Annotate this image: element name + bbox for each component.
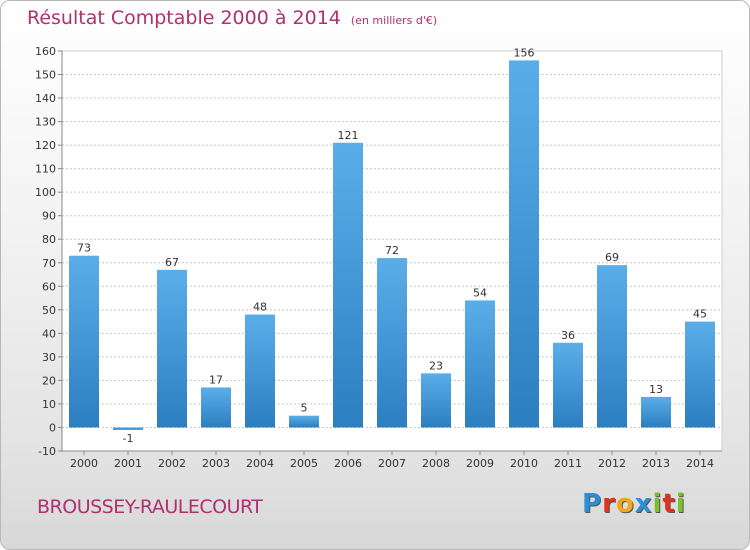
data-label-2001: -1 <box>123 432 134 445</box>
bar-2003 <box>201 387 231 428</box>
bar-2011 <box>553 342 583 428</box>
logo-letter: i <box>675 489 686 519</box>
x-tick-label: 2013 <box>642 457 670 470</box>
y-tick-label: 120 <box>35 139 56 152</box>
bar-2012 <box>597 265 627 428</box>
x-tick-label: 2000 <box>70 457 98 470</box>
x-tick-label: 2003 <box>202 457 230 470</box>
y-tick-label: 20 <box>42 374 56 387</box>
x-tick-label: 2005 <box>290 457 318 470</box>
x-tick-label: 2007 <box>378 457 406 470</box>
logo-letter: o <box>615 489 635 519</box>
data-label-2014: 45 <box>693 308 707 321</box>
x-tick-label: 2004 <box>246 457 274 470</box>
x-tick-label: 2008 <box>422 457 450 470</box>
bar-2001 <box>113 427 143 430</box>
y-tick-label: 80 <box>42 233 56 246</box>
y-tick-label: 40 <box>42 327 56 340</box>
chart-title-text: Résultat Comptable 2000 à 2014 <box>27 7 341 29</box>
y-tick-label: 100 <box>35 186 56 199</box>
data-label-2002: 67 <box>165 256 179 269</box>
logo-letter: t <box>662 489 676 519</box>
data-label-2003: 17 <box>209 373 223 386</box>
x-axis: 2000 2001 2002 2003 2004 2005 2006 2007 2008 2009… <box>62 450 722 470</box>
bar-2014 <box>685 321 715 428</box>
data-label-2010: 156 <box>514 46 535 59</box>
y-tick-label: 160 <box>35 45 56 58</box>
bar-2000 <box>69 255 99 428</box>
proxiti-logo[interactable]: Proxiti <box>582 489 686 519</box>
y-tick-label: 130 <box>35 116 56 129</box>
y-tick-label: 50 <box>42 304 56 317</box>
x-tick-label: 2006 <box>334 457 362 470</box>
y-tick-label: 30 <box>42 351 56 364</box>
bar-2013 <box>641 396 671 428</box>
x-tick-label: 2002 <box>158 457 186 470</box>
bar-2006 <box>333 142 363 428</box>
commune-name: BROUSSEY-RAULECOURT <box>37 496 263 518</box>
bar-2010 <box>509 60 539 428</box>
y-axis: -10 0 10 20 30 40 50 60 70 80 90 100 110 120 130 140 150… <box>35 45 63 458</box>
bars: 73 -1 67 17 48 5 121 72 23 54 156 36 69 13 45 <box>69 46 715 445</box>
data-label-2006: 121 <box>338 129 359 142</box>
logo-letter: r <box>602 489 616 519</box>
data-label-2004: 48 <box>253 301 267 314</box>
x-tick-label: 2001 <box>114 457 142 470</box>
x-tick-label: 2012 <box>598 457 626 470</box>
y-tick-label: 90 <box>42 210 56 223</box>
bar-2007 <box>377 258 407 428</box>
chart-subtitle: (en milliers d'€) <box>350 14 438 27</box>
x-tick-label: 2010 <box>510 457 538 470</box>
y-tick-label: 10 <box>42 398 56 411</box>
bar-2008 <box>421 373 451 428</box>
bar-2004 <box>245 314 275 428</box>
chart-title: Résultat Comptable 2000 à 2014 (en millie… <box>27 7 437 29</box>
data-label-2009: 54 <box>473 286 487 299</box>
y-tick-label: 110 <box>35 163 56 176</box>
bar-2009 <box>465 300 495 428</box>
logo-letter: x <box>634 489 653 519</box>
y-tick-label: 150 <box>35 69 56 82</box>
bar-2005 <box>289 415 319 428</box>
y-tick-label: -10 <box>38 445 56 458</box>
data-label-2011: 36 <box>561 329 575 342</box>
bar-2002 <box>157 269 187 428</box>
logo-letter: i <box>652 489 663 519</box>
logo-letter: P <box>582 489 603 519</box>
y-tick-label: 70 <box>42 257 56 270</box>
data-label-2008: 23 <box>429 359 443 372</box>
x-tick-label: 2014 <box>686 457 714 470</box>
data-label-2012: 69 <box>605 251 619 264</box>
y-tick-label: 60 <box>42 280 56 293</box>
y-tick-label: 0 <box>49 421 56 434</box>
y-tick-label: 140 <box>35 92 56 105</box>
data-label-2013: 13 <box>649 383 663 396</box>
data-label-2005: 5 <box>301 402 308 415</box>
x-tick-label: 2011 <box>554 457 582 470</box>
x-tick-label: 2009 <box>466 457 494 470</box>
data-label-2007: 72 <box>385 244 399 257</box>
data-label-2000: 73 <box>77 242 91 255</box>
